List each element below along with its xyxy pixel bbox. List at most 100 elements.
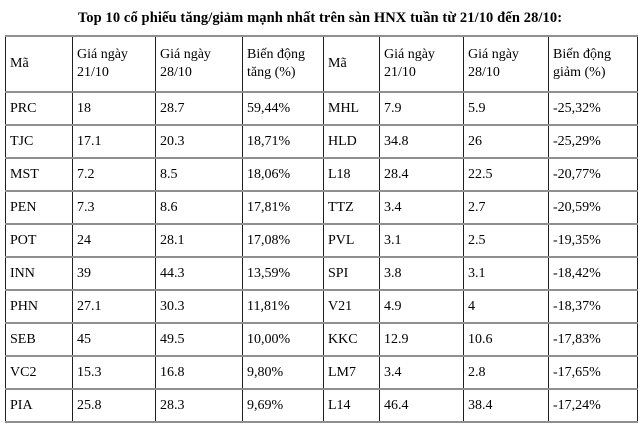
loser-code: L18 bbox=[323, 157, 380, 192]
gainer-price-21-10: 15.3 bbox=[72, 355, 156, 390]
gainer-price-21-10: 25.8 bbox=[72, 388, 156, 423]
loser-price-21-10: 12.9 bbox=[379, 322, 464, 357]
loser-price-21-10: 46.4 bbox=[379, 388, 464, 423]
gainer-price-21-10: 27.1 bbox=[72, 289, 156, 324]
gainer-code: PEN bbox=[5, 190, 73, 225]
gainer-change-pct: 11,81% bbox=[242, 289, 324, 324]
loser-code: SPI bbox=[323, 256, 380, 291]
header-gainer-price-21-10: Giá ngày 21/10 bbox=[72, 35, 156, 93]
gainer-price-21-10: 24 bbox=[72, 223, 156, 258]
gainer-price-28-10: 44.3 bbox=[155, 256, 243, 291]
table-row: PIA 25.8 28.3 9,69% L14 46.4 38.4 -17,24% bbox=[5, 388, 638, 423]
gainer-change-pct: 18,71% bbox=[242, 124, 324, 159]
gainer-code: MST bbox=[5, 157, 73, 192]
loser-code: PVL bbox=[323, 223, 380, 258]
loser-price-28-10: 2.7 bbox=[463, 190, 549, 225]
loser-code: LM7 bbox=[323, 355, 380, 390]
gainer-change-pct: 10,00% bbox=[242, 322, 324, 357]
gainer-price-28-10: 16.8 bbox=[155, 355, 243, 390]
loser-price-21-10: 3.4 bbox=[379, 355, 464, 390]
header-gainer-price-28-10: Giá ngày 28/10 bbox=[155, 35, 243, 93]
loser-price-28-10: 2.5 bbox=[463, 223, 549, 258]
loser-change-pct: -17,24% bbox=[548, 388, 638, 423]
table-row: MST 7.2 8.5 18,06% L18 28.4 22.5 -20,77% bbox=[5, 157, 638, 192]
gainer-price-21-10: 17.1 bbox=[72, 124, 156, 159]
loser-price-28-10: 26 bbox=[463, 124, 549, 159]
loser-change-pct: -20,59% bbox=[548, 190, 638, 225]
gainer-change-pct: 17,81% bbox=[242, 190, 324, 225]
gainer-change-pct: 18,06% bbox=[242, 157, 324, 192]
gainer-code: SEB bbox=[5, 322, 73, 357]
loser-change-pct: -18,37% bbox=[548, 289, 638, 324]
table-row: INN 39 44.3 13,59% SPI 3.8 3.1 -18,42% bbox=[5, 256, 638, 291]
gainer-code: VC2 bbox=[5, 355, 73, 390]
gainer-price-28-10: 8.5 bbox=[155, 157, 243, 192]
loser-price-28-10: 10.6 bbox=[463, 322, 549, 357]
gainer-price-28-10: 28.3 bbox=[155, 388, 243, 423]
gainer-price-21-10: 18 bbox=[72, 91, 156, 126]
gainer-code: INN bbox=[5, 256, 73, 291]
stock-table: Mã Giá ngày 21/10 Giá ngày 28/10 Biến độ… bbox=[5, 35, 638, 423]
table-row: PHN 27.1 30.3 11,81% V21 4.9 4 -18,37% bbox=[5, 289, 638, 324]
loser-price-21-10: 34.8 bbox=[379, 124, 464, 159]
loser-change-pct: -18,42% bbox=[548, 256, 638, 291]
gainer-price-28-10: 8.6 bbox=[155, 190, 243, 225]
loser-price-28-10: 3.1 bbox=[463, 256, 549, 291]
gainer-price-28-10: 28.1 bbox=[155, 223, 243, 258]
loser-change-pct: -19,35% bbox=[548, 223, 638, 258]
gainer-price-21-10: 7.3 bbox=[72, 190, 156, 225]
gainer-price-21-10: 39 bbox=[72, 256, 156, 291]
gainer-price-28-10: 49.5 bbox=[155, 322, 243, 357]
gainer-price-28-10: 30.3 bbox=[155, 289, 243, 324]
gainer-code: POT bbox=[5, 223, 73, 258]
header-loser-price-28-10: Giá ngày 28/10 bbox=[463, 35, 549, 93]
loser-code: HLD bbox=[323, 124, 380, 159]
header-loser-price-21-10: Giá ngày 21/10 bbox=[379, 35, 464, 93]
table-row: SEB 45 49.5 10,00% KKC 12.9 10.6 -17,83% bbox=[5, 322, 638, 357]
header-gainer-change-pct: Biến động tăng (%) bbox=[242, 35, 324, 93]
loser-change-pct: -17,83% bbox=[548, 322, 638, 357]
gainer-change-pct: 9,69% bbox=[242, 388, 324, 423]
loser-price-28-10: 22.5 bbox=[463, 157, 549, 192]
table-header: Mã Giá ngày 21/10 Giá ngày 28/10 Biến độ… bbox=[5, 35, 638, 93]
gainer-code: PHN bbox=[5, 289, 73, 324]
gainer-price-21-10: 7.2 bbox=[72, 157, 156, 192]
loser-change-pct: -20,77% bbox=[548, 157, 638, 192]
loser-code: TTZ bbox=[323, 190, 380, 225]
gainer-price-28-10: 28.7 bbox=[155, 91, 243, 126]
loser-price-21-10: 3.4 bbox=[379, 190, 464, 225]
table-row: POT 24 28.1 17,08% PVL 3.1 2.5 -19,35% bbox=[5, 223, 638, 258]
gainer-price-28-10: 20.3 bbox=[155, 124, 243, 159]
loser-code: L14 bbox=[323, 388, 380, 423]
gainer-change-pct: 13,59% bbox=[242, 256, 324, 291]
table-body: PRC 18 28.7 59,44% MHL 7.9 5.9 -25,32% TJC 17.1 20… bbox=[5, 91, 638, 423]
table-row: PRC 18 28.7 59,44% MHL 7.9 5.9 -25,32% bbox=[5, 91, 638, 126]
loser-change-pct: -17,65% bbox=[548, 355, 638, 390]
loser-price-21-10: 3.8 bbox=[379, 256, 464, 291]
loser-price-21-10: 3.1 bbox=[379, 223, 464, 258]
loser-price-21-10: 4.9 bbox=[379, 289, 464, 324]
gainer-change-pct: 9,80% bbox=[242, 355, 324, 390]
loser-price-28-10: 5.9 bbox=[463, 91, 549, 126]
gainer-code: PRC bbox=[5, 91, 73, 126]
table-row: VC2 15.3 16.8 9,80% LM7 3.4 2.8 -17,65% bbox=[5, 355, 638, 390]
loser-price-21-10: 7.9 bbox=[379, 91, 464, 126]
loser-change-pct: -25,29% bbox=[548, 124, 638, 159]
table-row: TJC 17.1 20.3 18,71% HLD 34.8 26 -25,29% bbox=[5, 124, 638, 159]
gainer-change-pct: 17,08% bbox=[242, 223, 324, 258]
gainer-change-pct: 59,44% bbox=[242, 91, 324, 126]
loser-price-28-10: 4 bbox=[463, 289, 549, 324]
header-loser-change-pct: Biến động giảm (%) bbox=[548, 35, 638, 93]
gainer-code: PIA bbox=[5, 388, 73, 423]
loser-price-28-10: 38.4 bbox=[463, 388, 549, 423]
table-row: PEN 7.3 8.6 17,81% TTZ 3.4 2.7 -20,59% bbox=[5, 190, 638, 225]
loser-price-21-10: 28.4 bbox=[379, 157, 464, 192]
header-row: Mã Giá ngày 21/10 Giá ngày 28/10 Biến độ… bbox=[5, 35, 638, 93]
header-loser-code: Mã bbox=[323, 35, 380, 93]
loser-code: KKC bbox=[323, 322, 380, 357]
loser-code: V21 bbox=[323, 289, 380, 324]
loser-change-pct: -25,32% bbox=[548, 91, 638, 126]
loser-price-28-10: 2.8 bbox=[463, 355, 549, 390]
gainer-code: TJC bbox=[5, 124, 73, 159]
loser-code: MHL bbox=[323, 91, 380, 126]
